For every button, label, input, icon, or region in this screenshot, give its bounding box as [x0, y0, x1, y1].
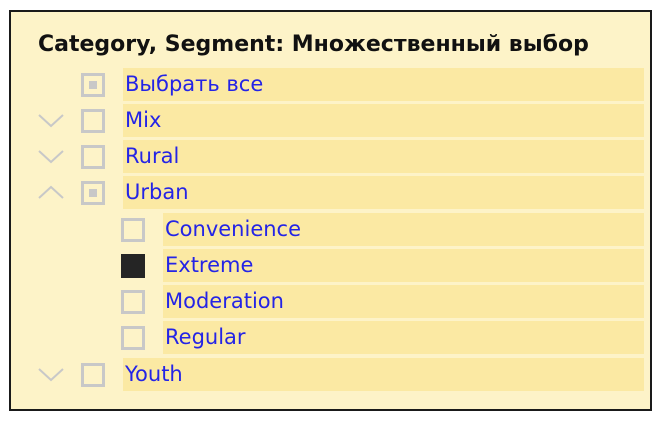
mix-checkbox[interactable]	[81, 109, 105, 133]
rural-checkbox[interactable]	[81, 145, 105, 169]
chevron-up-icon[interactable]	[37, 180, 65, 204]
slicer-item-select-all[interactable]: Выбрать все	[11, 68, 644, 102]
slicer-item-mix[interactable]: Mix	[11, 104, 644, 138]
regular-checkbox[interactable]	[121, 326, 145, 350]
chevron-down-icon[interactable]	[37, 362, 65, 386]
slicer-item-rural[interactable]: Rural	[11, 140, 644, 174]
slicer-item-label-bar[interactable]: Youth	[123, 358, 644, 391]
youth-checkbox[interactable]	[81, 363, 105, 387]
slicer-item-label: Youth	[125, 362, 183, 386]
slicer-item-label: Regular	[165, 325, 246, 349]
slicer-item-convenience[interactable]: Convenience	[11, 213, 644, 247]
slicer-item-label-bar[interactable]: Выбрать все	[123, 68, 644, 101]
slicer-item-label-bar[interactable]: Moderation	[163, 285, 644, 318]
chevron-down-icon[interactable]	[37, 108, 65, 132]
slicer-item-regular[interactable]: Regular	[11, 321, 644, 355]
slicer-item-label-bar[interactable]: Rural	[123, 140, 644, 173]
slicer-item-label-bar[interactable]: Extreme	[163, 249, 644, 282]
extreme-checkbox[interactable]	[121, 254, 145, 278]
slicer-item-label: Convenience	[165, 217, 302, 241]
slicer-title: Category, Segment: Множественный выбор	[38, 32, 589, 57]
slicer-item-label-bar[interactable]: Regular	[163, 321, 644, 354]
slicer-item-moderation[interactable]: Moderation	[11, 285, 644, 319]
slicer-item-youth[interactable]: Youth	[11, 358, 644, 392]
chevron-down-icon[interactable]	[37, 144, 65, 168]
slicer-item-label: Urban	[125, 180, 189, 204]
slicer-item-label-bar[interactable]: Convenience	[163, 213, 644, 246]
slicer-item-label: Moderation	[165, 289, 284, 313]
slicer-item-label: Выбрать все	[125, 72, 264, 96]
slicer-item-urban[interactable]: Urban	[11, 176, 644, 210]
moderation-checkbox[interactable]	[121, 290, 145, 314]
slicer-item-label: Extreme	[165, 253, 254, 277]
slicer-item-extreme[interactable]: Extreme	[11, 249, 644, 283]
slicer-item-label-bar[interactable]: Urban	[123, 176, 644, 209]
urban-checkbox[interactable]	[81, 181, 105, 205]
slicer-panel: Category, Segment: Множественный выбор В…	[9, 10, 652, 411]
select-all-checkbox[interactable]	[81, 73, 105, 97]
slicer-item-label-bar[interactable]: Mix	[123, 104, 644, 137]
slicer-item-label: Mix	[125, 108, 162, 132]
slicer-item-label: Rural	[125, 144, 180, 168]
convenience-checkbox[interactable]	[121, 218, 145, 242]
